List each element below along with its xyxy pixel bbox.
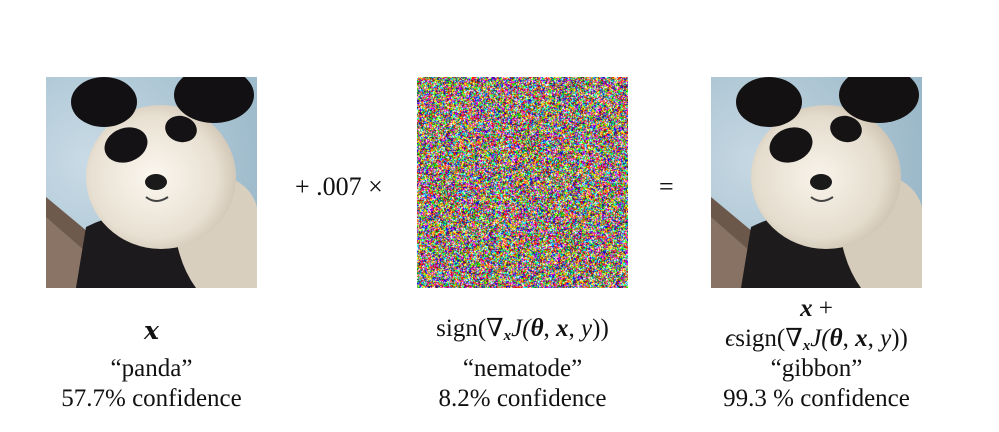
noise-canvas: [417, 77, 628, 288]
noise-confidence: 8.2% confidence: [438, 385, 607, 412]
noise-image: [417, 77, 628, 288]
operator-plus-scale: + .007 ×: [295, 172, 383, 201]
noise-expression: sign(∇xJ(θ, x, y)): [436, 315, 609, 344]
panda-confidence: 57.7% confidence: [61, 385, 242, 412]
perturbed-expression-line2: ϵsign(∇xJ(θ, x, y)): [725, 325, 908, 354]
panda-image: [46, 77, 257, 288]
perturbed-expression-line1: x +: [800, 295, 833, 322]
noise-label: “nematode”: [462, 355, 583, 382]
operator-equals: =: [659, 172, 674, 201]
perturbed-label: “gibbon”: [770, 355, 863, 382]
panda-label: “panda”: [110, 355, 193, 382]
perturbed-panda-image: [711, 77, 922, 288]
perturbed-confidence: 99.3 % confidence: [723, 385, 910, 412]
panda-expression: x: [46, 318, 257, 344]
expr-x: x: [144, 316, 159, 345]
